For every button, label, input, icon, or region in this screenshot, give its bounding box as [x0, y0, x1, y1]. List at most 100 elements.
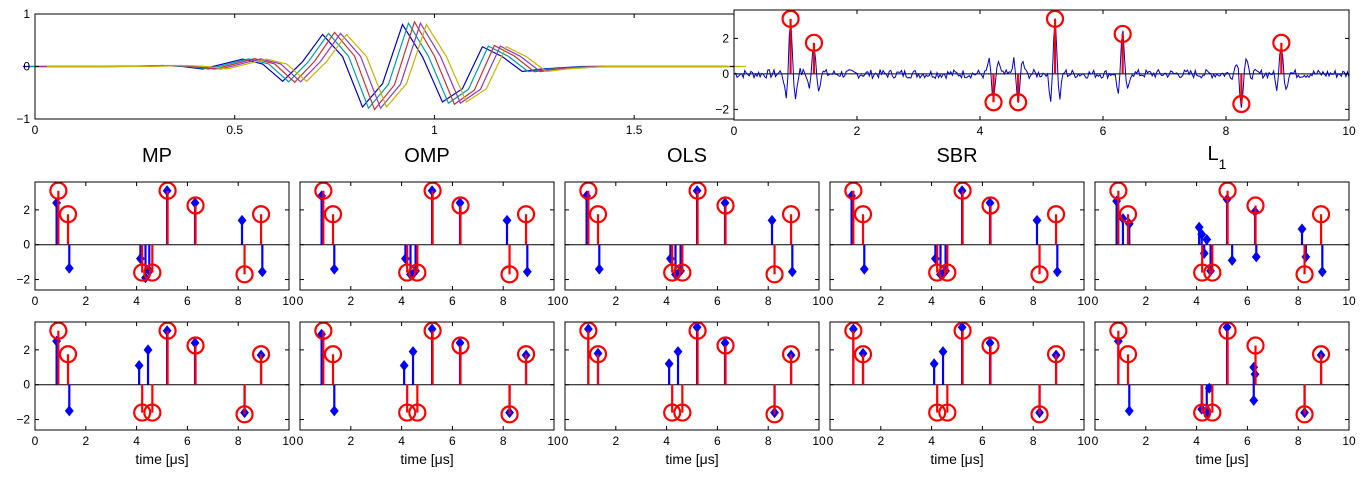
grid-r2-c1-xtick-label: 8 [235, 434, 242, 448]
grid-r1-c5-xtick-label: 0 [1092, 294, 1099, 308]
grid-r1-c5-xtick-label: 10 [1342, 294, 1356, 308]
grid-r2-c2-truth-circle [408, 403, 427, 422]
title-sbr: SBR [936, 145, 977, 167]
grid-r1-c3-xtick-label: 0 [562, 294, 569, 308]
grid-r2-c3-estimate-marker [583, 323, 593, 335]
wavelet-xtick-label: 1 [431, 123, 438, 137]
grid-r2-c4-xtick-label: 2 [877, 434, 884, 448]
grid-r2-c4-truth-circle [853, 345, 873, 364]
grid-r1-c4-estimate-marker [1052, 266, 1062, 278]
grid-r2-c5-xtick-label: 4 [1193, 434, 1200, 448]
grid-r2-c1-truth-circle [58, 345, 78, 364]
grid-r2-c4-panel: 0 2 4 6 8 10 time [μs] [827, 321, 1091, 467]
grid-r2-c1-truth-circle [251, 345, 271, 364]
grid-r1-c2-xtick-label: 0 [297, 294, 304, 308]
grid-r2-c3-estimate-marker [593, 347, 603, 359]
wavelet-xtick-label: 0.5 [226, 123, 243, 137]
grid-r1-c4-truth-circle [853, 205, 873, 224]
grid-r2-c5-truth-circle [1246, 336, 1265, 355]
grid-r2-c5-panel: 0 2 4 6 8 10 time [μs] [1092, 321, 1356, 467]
grid-r2-c5-frame [1094, 321, 1350, 431]
signal-xtick-label: 0 [731, 124, 738, 138]
grid-r1-c1-truth-circle [58, 205, 78, 224]
grid-r2-c1-ytick-label: −2 [16, 413, 30, 427]
signal-truth-circle [1113, 24, 1132, 44]
grid-r1-c3-truth-circle [765, 265, 784, 284]
grid-r2-c2-estimate-marker [399, 360, 409, 372]
grid-r1-c2-estimate-marker [455, 197, 465, 209]
title-l1: L1 [1208, 143, 1227, 172]
grid-r1-c3-truth-circle [663, 263, 682, 282]
grid-r1-c5-estimate-marker [1112, 195, 1121, 207]
grid-r2-c5-truth-circle [1295, 405, 1314, 424]
grid-r1-c3-xtick-label: 10 [812, 294, 826, 308]
signal-trace [733, 18, 1350, 108]
grid-r2-c1-xtick-label: 10 [282, 434, 296, 448]
grid-r2-c1-xtick-label: 6 [184, 434, 191, 448]
grid-r1-c3-estimate-marker [767, 214, 777, 226]
grid-r1-c5-panel: 0 2 4 6 8 10 [1092, 181, 1356, 308]
grid-r1-c2-truth-circle [451, 196, 470, 215]
grid-r1-c3-truth-circle [588, 205, 608, 224]
grid-r2-c1-truth-circle [143, 403, 162, 422]
grid-r2-c4-xtick-label: 4 [928, 434, 935, 448]
grid-r1-c5-truth-circle [1218, 181, 1237, 200]
grid-r1-c3-truth-circle [673, 263, 692, 282]
grid-r2-c1-estimate-marker [64, 405, 74, 417]
grid-r1-c4-truth-circle [928, 263, 947, 282]
grid-r2-c4-estimate-marker [929, 358, 939, 370]
grid-r1-c1-xtick-label: 10 [282, 294, 296, 308]
grid-r1-c5-frame [1094, 181, 1350, 291]
grid-r1-c3-estimate-marker [594, 263, 604, 275]
grid-r1-c2-frame [299, 181, 555, 291]
grid-r1-c4-estimate-marker [985, 197, 995, 209]
grid-r2-c3-xtick-label: 4 [663, 434, 670, 448]
signal-panel: 0 2 4 6 8 10−202 [715, 9, 1356, 138]
grid-r2-c3-panel: 0 2 4 6 8 10 time [μs] [562, 321, 826, 467]
grid-r2-c5-estimate-marker [1249, 394, 1259, 406]
grid-r2-c4-truth-circle [1046, 345, 1066, 364]
grid-r1-c3-xtick-label: 8 [765, 294, 772, 308]
grid-r2-c5-truth-circle [1203, 403, 1222, 422]
grid-r1-c2-truth-circle [500, 265, 519, 284]
grid-r1-c2-estimate-marker [502, 214, 512, 226]
grid-r2-c3-xlabel: time [μs] [665, 451, 718, 467]
grid-r1-c3-truth-circle [781, 205, 801, 224]
grid-r2-c1-estimate-marker [190, 337, 200, 349]
grid-r2-c3-xtick-label: 0 [562, 434, 569, 448]
grid-r2-c5-xtick-label: 6 [1244, 434, 1251, 448]
grid-r1-c1-truth-circle [158, 181, 177, 200]
signal-xtick-label: 4 [977, 124, 984, 138]
grid-r2-c2-truth-circle [516, 345, 536, 364]
grid-r1-c5-truth-circle [1295, 265, 1314, 284]
grid-r1-c5-xtick-label: 6 [1244, 294, 1251, 308]
grid-r1-c3-estimate-marker [787, 266, 797, 278]
grid-r2-c4-estimate-marker [957, 321, 967, 333]
grid-r2-c2-estimate-marker [455, 337, 465, 349]
grid-r1-c4-estimate-marker [1032, 214, 1042, 226]
grid-r2-c1-truth-circle [133, 403, 152, 422]
grid-r2-c5-truth-circle [1118, 345, 1138, 364]
grid-r2-c2-xtick-label: 8 [500, 434, 507, 448]
signal-truth-circle [1232, 94, 1251, 114]
grid-r2-c4-truth-circle [928, 403, 947, 422]
signal-truth-circle [1009, 93, 1028, 112]
grid-r2-c4-truth-circle [981, 336, 1000, 355]
grid-r1-c5-estimate-marker [1251, 251, 1261, 263]
grid-r1-c5-estimate-marker [1197, 228, 1207, 240]
grid-r1-c5-truth-circle [1311, 205, 1331, 224]
grid-r2-c2-estimate-marker [408, 346, 418, 358]
grid-r1-c5-xtick-label: 4 [1193, 294, 1200, 308]
grid-r1-c4-xtick-label: 6 [979, 294, 986, 308]
grid-r1-c2-estimate-marker [401, 253, 410, 265]
grid-r2-c5-truth-circle [1218, 321, 1237, 340]
grid-r1-c3-estimate-marker [666, 253, 675, 265]
wavelet-panel: 0 0.5 1 1.5−101 [16, 7, 746, 137]
grid-r2-c1-xtick-label: 2 [82, 434, 89, 448]
grid-r2-c5-xlabel: time [μs] [1195, 451, 1248, 467]
grid-r1-c2-truth-circle [516, 205, 536, 224]
grid-r2-c3-truth-circle [765, 405, 784, 424]
grid-r2-c3-estimate-marker [720, 337, 730, 349]
